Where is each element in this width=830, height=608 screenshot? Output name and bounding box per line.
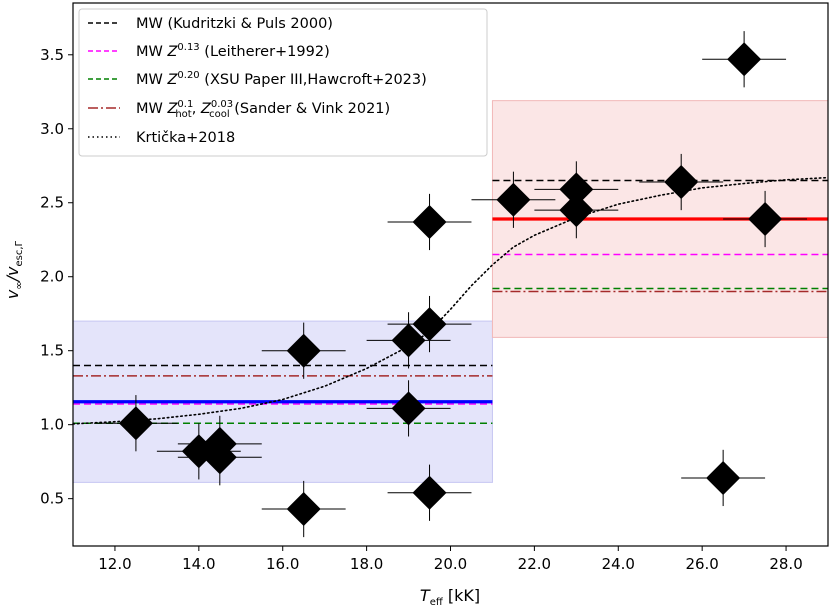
legend-label-part: Z bbox=[166, 44, 178, 60]
diamond-marker bbox=[496, 182, 531, 217]
x-tick-label: 20.0 bbox=[434, 555, 467, 573]
x-tick-label: 28.0 bbox=[769, 555, 802, 573]
legend-item-1: MW Z0.13 (Leitherer+1992) bbox=[88, 42, 330, 60]
y-axis-label-main: v bbox=[3, 289, 22, 299]
diamond-marker bbox=[118, 406, 153, 441]
diamond-marker bbox=[412, 204, 447, 239]
legend-label-part: , bbox=[192, 101, 201, 117]
data-point-8 bbox=[366, 380, 451, 437]
legend-label-part: Z bbox=[166, 101, 178, 117]
data-point-17 bbox=[681, 449, 766, 507]
x-tick-label: 26.0 bbox=[685, 555, 718, 573]
x-axis-label: Teff [kK] bbox=[420, 586, 480, 608]
legend-item-2: MW Z0.20 (XSU Paper III,Hawcroft+2023) bbox=[88, 70, 427, 88]
y-axis-label-sub1: ∞ bbox=[14, 281, 25, 289]
legend: MW (Kudritzki & Puls 2000)MW Z0.13 (Leit… bbox=[78, 8, 488, 157]
legend-label-part: MW (Kudritzki & Puls 2000) bbox=[136, 16, 333, 32]
legend-label-part: 0.13 bbox=[177, 42, 199, 53]
y-tick-label: 3.0 bbox=[40, 120, 64, 138]
x-tick-label: 16.0 bbox=[266, 555, 299, 573]
x-tick-label: 14.0 bbox=[182, 555, 215, 573]
x-tick-label: 12.0 bbox=[98, 555, 131, 573]
diamond-marker bbox=[286, 492, 321, 527]
y-axis-label: v∞/vesc,Γ bbox=[3, 240, 25, 299]
diamond-marker bbox=[706, 460, 741, 495]
legend-label-part: (Sander & Vink 2021) bbox=[230, 101, 391, 117]
legend-label-part: MW bbox=[136, 72, 167, 88]
y-tick-label: 2.0 bbox=[40, 268, 64, 286]
legend-label: MW Z0.1 hot, Z0.03 cool (Sander & Vink 202… bbox=[136, 99, 390, 120]
data-points bbox=[93, 31, 808, 538]
legend-label-part: 0.1 bbox=[177, 99, 193, 110]
x-axis-label-unit: [kK] bbox=[443, 586, 480, 605]
legend-label-part: 0.20 bbox=[177, 70, 199, 81]
data-point-7 bbox=[387, 295, 472, 353]
data-point-6 bbox=[366, 312, 451, 369]
x-axis-label-main: T bbox=[420, 586, 431, 605]
y-tick-label: 0.5 bbox=[40, 490, 64, 508]
diamond-marker bbox=[412, 307, 447, 342]
legend-label-part: hot bbox=[175, 109, 191, 120]
data-point-9 bbox=[387, 464, 472, 521]
legend-label: MW (Kudritzki & Puls 2000) bbox=[136, 16, 333, 32]
y-axis-label-sub2: esc,Γ bbox=[14, 240, 25, 266]
x-tick-label: 18.0 bbox=[350, 555, 383, 573]
diamond-marker bbox=[286, 333, 321, 368]
diamond-marker bbox=[559, 193, 594, 228]
legend-label-part: 0.03 bbox=[211, 99, 233, 110]
data-point-3 bbox=[177, 429, 262, 486]
x-tick-label: 22.0 bbox=[518, 555, 551, 573]
y-axis-ticks: 0.5 1.0 1.5 2.0 2.5 3.0 3.5 bbox=[40, 46, 73, 508]
legend-label-part: MW bbox=[136, 101, 167, 117]
legend-item-0: MW (Kudritzki & Puls 2000) bbox=[88, 16, 333, 32]
x-axis-label-sub: eff bbox=[430, 597, 444, 608]
diamond-marker bbox=[748, 202, 783, 237]
x-axis-ticks: 12.0 14.0 16.0 18.0 20.0 22.0 24.0 26.0 28.0 bbox=[98, 546, 803, 573]
data-point-11 bbox=[471, 171, 556, 228]
legend-label-part: MW bbox=[136, 44, 167, 60]
legend-label-part: Krtička+2018 bbox=[136, 130, 235, 146]
legend-box bbox=[78, 8, 488, 157]
diamond-marker bbox=[412, 475, 447, 510]
y-tick-label: 3.5 bbox=[40, 46, 64, 64]
diamond-marker bbox=[664, 165, 699, 200]
y-tick-label: 1.5 bbox=[40, 342, 64, 360]
y-axis-label-mid: /v bbox=[3, 266, 22, 283]
legend-item-3: MW Z0.1 hot, Z0.03 cool (Sander & Vink 202… bbox=[88, 99, 390, 120]
legend-label-part: (Leitherer+1992) bbox=[200, 44, 330, 60]
x-tick-label: 24.0 bbox=[602, 555, 635, 573]
diamond-marker bbox=[391, 323, 426, 358]
data-point-16 bbox=[702, 31, 787, 88]
y-tick-label: 1.0 bbox=[40, 416, 64, 434]
legend-label-part: (XSU Paper III,Hawcroft+2023) bbox=[200, 72, 427, 88]
legend-label-part: Z bbox=[200, 101, 212, 117]
diamond-marker bbox=[727, 42, 762, 77]
legend-label: Krtička+2018 bbox=[136, 130, 235, 146]
data-point-13 bbox=[534, 182, 619, 239]
data-point-15 bbox=[723, 190, 808, 248]
data-point-5 bbox=[261, 480, 346, 538]
legend-item-4: Krtička+2018 bbox=[88, 130, 235, 146]
data-point-0 bbox=[93, 395, 178, 452]
diamond-marker bbox=[391, 391, 426, 426]
legend-label: MW Z0.13 (Leitherer+1992) bbox=[136, 42, 330, 60]
diamond-marker bbox=[202, 440, 237, 475]
legend-label-part: Z bbox=[166, 72, 178, 88]
legend-label-part: cool bbox=[209, 109, 230, 120]
model-lines bbox=[73, 179, 828, 424]
y-tick-label: 2.5 bbox=[40, 194, 64, 212]
data-point-10 bbox=[387, 193, 472, 251]
data-point-14 bbox=[639, 153, 724, 211]
legend-label: MW Z0.20 (XSU Paper III,Hawcroft+2023) bbox=[136, 70, 427, 88]
data-point-4 bbox=[261, 322, 346, 379]
